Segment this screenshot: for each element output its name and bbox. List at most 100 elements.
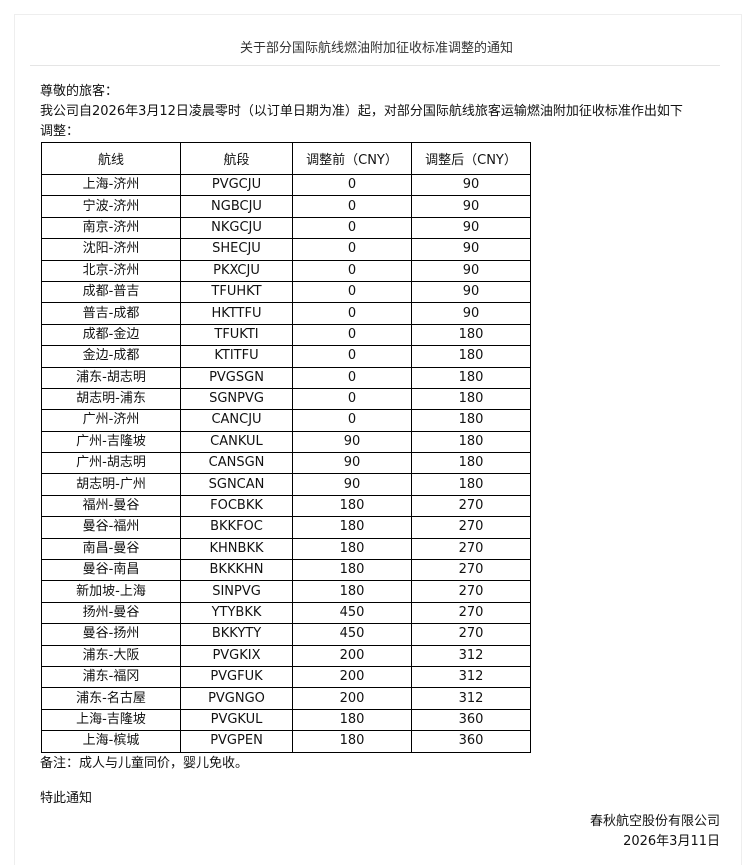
cell-route: 金边-成都 [41, 345, 181, 368]
notice-card [14, 14, 742, 865]
table-row: 南昌-曼谷 KHNBKK 180 270 [41, 537, 531, 561]
table-row: 胡志明-浦东 SGNPVG 0 180 [41, 387, 531, 411]
cell-segment: PKXCJU [180, 259, 293, 282]
cell-before: 180 [292, 516, 412, 539]
cell-before: 90 [292, 430, 412, 454]
cell-segment: PVGCJU [180, 173, 293, 197]
table-row: 浦东-福冈 PVGFUK 200 312 [41, 665, 531, 689]
cell-segment: CANCJU [180, 409, 293, 432]
table-row: 新加坡-上海 SINPVG 180 270 [41, 580, 531, 603]
divider [30, 65, 720, 66]
company-name: 春秋航空股份有限公司 [589, 814, 720, 829]
cell-before: 200 [292, 665, 412, 689]
cell-segment: SINPVG [180, 580, 293, 603]
cell-after: 312 [411, 687, 531, 710]
cell-segment: CANKUL [180, 430, 293, 454]
cell-after: 270 [411, 516, 531, 539]
table-row: 上海-吉隆坡 PVGKUL 180 360 [41, 708, 531, 732]
cell-route: 胡志明-浦东 [41, 387, 181, 411]
cell-before: 450 [292, 623, 412, 646]
cell-segment: FOCBKK [180, 494, 293, 518]
cell-segment: HKTTFU [180, 302, 293, 325]
cell-segment: BKKYTY [180, 623, 293, 646]
cell-before: 180 [292, 580, 412, 603]
cell-after: 180 [411, 387, 531, 411]
table-row: 成都-金边 TFUKTI 0 180 [41, 323, 531, 347]
cell-route: 上海-济州 [41, 173, 181, 197]
cell-route: 扬州-曼谷 [41, 601, 181, 625]
notice-date: 2026年3月11日 [623, 834, 720, 849]
table-header-row: 航线 航段 调整前（CNY） 调整后（CNY） [41, 142, 531, 175]
table-row: 浦东-名古屋 PVGNGO 200 312 [41, 687, 531, 710]
cell-after: 270 [411, 494, 531, 518]
table-row: 金边-成都 KTITFU 0 180 [41, 345, 531, 368]
cell-segment: BKKKHN [180, 559, 293, 582]
cell-route: 广州-济州 [41, 409, 181, 432]
intro-line-1: 我公司自2026年3月12日凌晨零时（以订单日期为准）起，对部分国际航线旅客运输… [40, 104, 683, 119]
cell-before: 0 [292, 280, 412, 304]
table-row: 北京-济州 PKXCJU 0 90 [41, 259, 531, 282]
cell-segment: YTYBKK [180, 601, 293, 625]
cell-after: 90 [411, 216, 531, 240]
table-row: 南京-济州 NKGCJU 0 90 [41, 216, 531, 240]
cell-route: 曼谷-扬州 [41, 623, 181, 646]
cell-before: 180 [292, 708, 412, 732]
cell-before: 200 [292, 644, 412, 667]
cell-route: 南京-济州 [41, 216, 181, 240]
cell-segment: KHNBKK [180, 537, 293, 561]
intro-line-2: 调整： [40, 124, 80, 139]
cell-after: 270 [411, 559, 531, 582]
table-row: 曼谷-南昌 BKKKHN 180 270 [41, 559, 531, 582]
cell-route: 新加坡-上海 [41, 580, 181, 603]
cell-before: 0 [292, 195, 412, 218]
table-row: 曼谷-福州 BKKFOC 180 270 [41, 516, 531, 539]
cell-segment: SHECJU [180, 238, 293, 261]
cell-before: 0 [292, 387, 412, 411]
header-route: 航线 [41, 142, 181, 175]
cell-before: 0 [292, 302, 412, 325]
cell-after: 90 [411, 280, 531, 304]
cell-before: 0 [292, 259, 412, 282]
cell-segment: PVGKIX [180, 644, 293, 667]
cell-after: 312 [411, 644, 531, 667]
cell-route: 成都-普吉 [41, 280, 181, 304]
cell-route: 曼谷-福州 [41, 516, 181, 539]
cell-after: 360 [411, 730, 531, 753]
cell-before: 180 [292, 494, 412, 518]
cell-route: 宁波-济州 [41, 195, 181, 218]
cell-after: 270 [411, 601, 531, 625]
table-row: 沈阳-济州 SHECJU 0 90 [41, 238, 531, 261]
cell-after: 180 [411, 430, 531, 454]
table-row: 曼谷-扬州 BKKYTY 450 270 [41, 623, 531, 646]
cell-after: 90 [411, 195, 531, 218]
cell-after: 90 [411, 238, 531, 261]
cell-before: 0 [292, 323, 412, 347]
cell-route: 浦东-大阪 [41, 644, 181, 667]
cell-route: 广州-胡志明 [41, 452, 181, 475]
cell-after: 180 [411, 452, 531, 475]
table-row: 宁波-济州 NGBCJU 0 90 [41, 195, 531, 218]
cell-route: 浦东-胡志明 [41, 366, 181, 389]
cell-before: 0 [292, 345, 412, 368]
cell-after: 312 [411, 665, 531, 689]
table-row: 广州-胡志明 CANSGN 90 180 [41, 452, 531, 475]
cell-segment: PVGKUL [180, 708, 293, 732]
cell-before: 0 [292, 409, 412, 432]
header-segment: 航段 [180, 142, 293, 175]
cell-route: 南昌-曼谷 [41, 537, 181, 561]
cell-before: 0 [292, 238, 412, 261]
cell-before: 180 [292, 559, 412, 582]
cell-segment: SGNCAN [180, 473, 293, 496]
header-after: 调整后（CNY） [411, 142, 531, 175]
cell-segment: SGNPVG [180, 387, 293, 411]
cell-segment: PVGFUK [180, 665, 293, 689]
cell-after: 270 [411, 623, 531, 646]
cell-after: 360 [411, 708, 531, 732]
cell-before: 0 [292, 173, 412, 197]
table-row: 福州-曼谷 FOCBKK 180 270 [41, 494, 531, 518]
cell-before: 450 [292, 601, 412, 625]
cell-route: 北京-济州 [41, 259, 181, 282]
cell-segment: PVGSGN [180, 366, 293, 389]
cell-route: 普吉-成都 [41, 302, 181, 325]
cell-route: 上海-槟城 [41, 730, 181, 753]
